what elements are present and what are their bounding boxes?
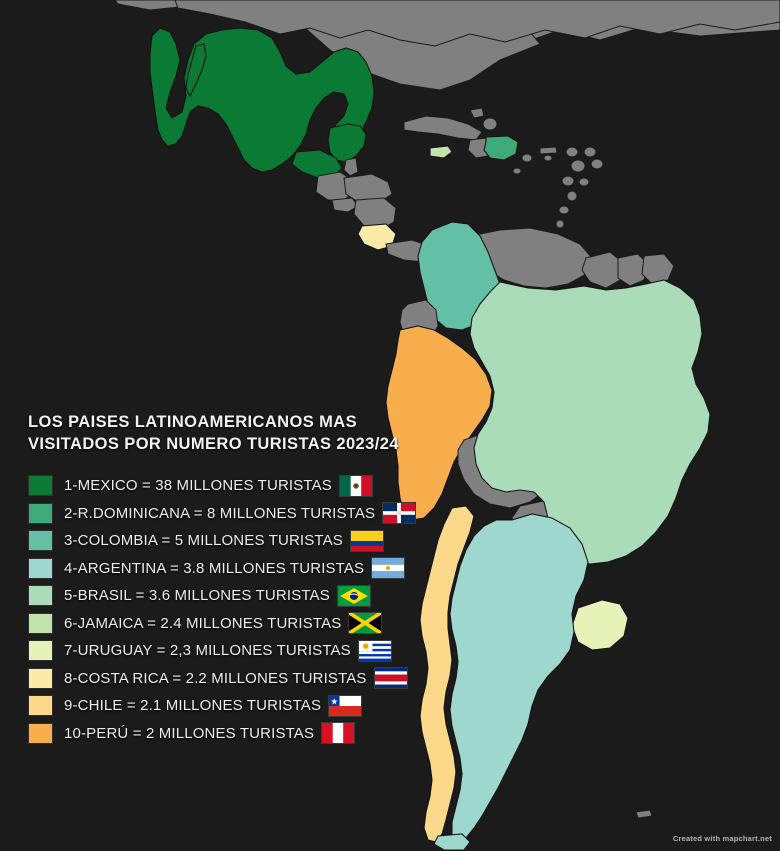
island-tierra-del-fuego (433, 833, 471, 851)
legend-item-label: 9-CHILE = 2.1 MILLONES TURISTAS (64, 697, 322, 715)
legend-item-chile: 9-CHILE = 2.1 MILLONES TURISTAS (28, 692, 458, 720)
legend-color-swatch (28, 667, 53, 689)
legend-item-label: 3-COLOMBIA = 5 MILLONES TURISTAS (64, 532, 343, 550)
legend-item-label: 6-JAMAICA = 2.4 MILLONES TURISTAS (64, 614, 342, 632)
legend-item-label: 1-MEXICO = 38 MILLONES TURISTAS (64, 477, 332, 495)
island-antilles-7 (566, 190, 578, 202)
legend-item-argentina: 4-ARGENTINA = 3.8 MILLONES TURISTAS (28, 554, 458, 582)
country-brasil (469, 279, 711, 565)
legend-color-swatch (28, 695, 53, 717)
island-bahamas-2 (482, 117, 498, 131)
legend-color-swatch (28, 640, 53, 662)
country-el-salvador (331, 197, 359, 213)
flag-icon-brazil (336, 584, 371, 607)
legend-color-swatch (28, 557, 53, 579)
flag-icon-chile (328, 694, 363, 717)
country-suriname (617, 253, 649, 287)
legend-item-label: 8-COSTA RICA = 2.2 MILLONES TURISTAS (64, 669, 367, 687)
title-line-2: VISITADOS POR NUMERO TURISTAS 2023/24 (28, 434, 399, 453)
flag-icon-dominican-republic (382, 502, 417, 525)
legend-item-brasil: 5-BRASIL = 3.6 MILLONES TURISTAS (28, 582, 458, 610)
island-turks (521, 153, 533, 163)
flag-icon-costa-rica (373, 667, 408, 690)
country-dominican-republic (483, 135, 519, 161)
legend-item-jamaica: 6-JAMAICA = 2.4 MILLONES TURISTAS (28, 609, 458, 637)
flag-icon-peru (321, 722, 356, 745)
country-jamaica (429, 145, 453, 159)
island-antilles-3 (570, 159, 586, 173)
island-antilles-9 (555, 219, 565, 229)
island-antilles-1 (565, 146, 579, 158)
flag-icon-colombia (349, 529, 384, 552)
legend-item-label: 7-URUGUAY = 2,3 MILLONES TURISTAS (64, 642, 351, 660)
legend-color-swatch (28, 612, 53, 634)
legend-item-label: 2-R.DOMINICANA = 8 MILLONES TURISTAS (64, 504, 376, 522)
flag-icon-uruguay (357, 639, 392, 662)
legend-item-label: 4-ARGENTINA = 3.8 MILLONES TURISTAS (64, 559, 365, 577)
country-guyana (581, 251, 623, 289)
island-antilles-11 (512, 167, 522, 175)
legend-item-mexico: 1-MEXICO = 38 MILLONES TURISTAS (28, 472, 458, 500)
country-honduras (343, 173, 393, 203)
island-antilles-4 (590, 158, 604, 170)
legend-item-r-dominicana: 2-R.DOMINICANA = 8 MILLONES TURISTAS (28, 499, 458, 527)
island-antilles-6 (578, 177, 590, 187)
legend-item-colombia: 3-COLOMBIA = 5 MILLONES TURISTAS (28, 527, 458, 555)
legend-item-label: 10-PERÚ = 2 MILLONES TURISTAS (64, 724, 315, 742)
country-peru (385, 325, 493, 521)
flag-icon-jamaica (348, 612, 383, 635)
legend-color-swatch (28, 475, 53, 497)
flag-icon-mexico (338, 474, 373, 497)
title-line-1: LOS PAISES LATINOAMERICANOS MAS (28, 413, 357, 431)
country-french-guiana (641, 253, 675, 285)
country-bahamas-1 (469, 107, 485, 119)
legend-color-swatch (28, 530, 53, 552)
island-falklands (635, 809, 653, 819)
country-mexico-yucatan (327, 123, 367, 163)
country-belize (343, 157, 359, 177)
legend-item-uruguay: 7-URUGUAY = 2,3 MILLONES TURISTAS (28, 637, 458, 665)
legend-item-label: 5-BRASIL = 3.6 MILLONES TURISTAS (64, 587, 330, 605)
legend-color-swatch (28, 502, 53, 524)
legend-item-costa-rica: 8-COSTA RICA = 2.2 MILLONES TURISTAS (28, 664, 458, 692)
island-antilles-2 (583, 146, 597, 158)
legend-color-swatch (28, 722, 53, 744)
legend-item-per-: 10-PERÚ = 2 MILLONES TURISTAS (28, 719, 458, 747)
flag-icon-argentina (371, 557, 406, 580)
island-antilles-8 (558, 205, 570, 215)
country-uruguay (571, 599, 629, 651)
attribution-credit: Created with mapchart.net (672, 834, 772, 843)
country-puerto-rico (539, 146, 558, 155)
island-antilles-10 (543, 154, 553, 162)
legend-color-swatch (28, 585, 53, 607)
legend-panel: LOS PAISES LATINOAMERICANOS MAS VISITADO… (28, 412, 458, 747)
landmass-north-america-gray (174, 0, 780, 47)
legend-list: 1-MEXICO = 38 MILLONES TURISTAS 2-R.DOMIN… (28, 472, 458, 747)
island-antilles-5 (561, 175, 575, 187)
page-title: LOS PAISES LATINOAMERICANOS MAS VISITADO… (28, 412, 458, 456)
